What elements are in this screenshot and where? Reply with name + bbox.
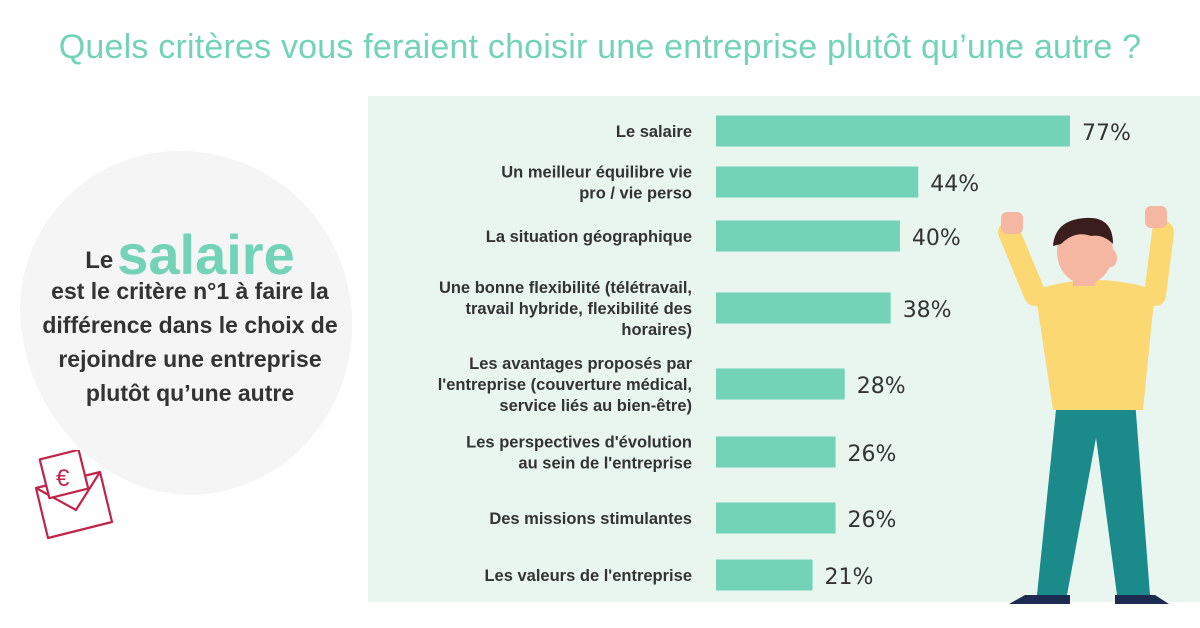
bar-7 [716,502,836,534]
category-label-6: Les perspectives d'évolution au sein de l… [466,434,692,473]
bar-5 [716,368,845,400]
category-label-5: Les avantages proposés par l'entreprise (… [438,355,693,415]
bar-1 [716,115,1070,147]
bar-8 [716,559,813,591]
euro-symbol: € [56,465,70,492]
highlight-sentence: est le critère n°1 à faire la différence… [42,278,338,406]
category-label-4: Une bonne flexibilité (télétravail, trava… [439,279,692,339]
cheering-man-illustration [998,206,1174,604]
highlight-text: Lesalaire est le critère n°1 à faire la … [25,227,355,410]
value-label-7: 26% [848,508,897,533]
category-label-2: Un meilleur équilibre vie pro / vie perso [501,164,692,203]
value-label-4: 38% [903,298,952,323]
envelope-euro-icon: € [34,450,114,540]
category-label-8: Les valeurs de l'entreprise [484,567,692,585]
value-label-1: 77% [1082,121,1131,146]
bar-6 [716,436,836,468]
highlight-prefix: Le [85,247,114,274]
highlight-keyword: salaire [117,223,295,286]
value-label-2: 44% [930,172,979,197]
value-label-3: 40% [912,226,961,251]
category-label-3: La situation géographique [486,228,692,246]
category-label-7: Des missions stimulantes [489,510,692,528]
value-label-8: 21% [825,565,874,590]
chart-title: Quels critères vous feraient choisir une… [58,28,1142,66]
bar-2 [716,166,919,198]
bar-4 [716,292,891,324]
value-label-5: 28% [857,374,906,399]
bar-3 [716,220,900,252]
value-label-6: 26% [848,442,897,467]
category-label-1: Le salaire [616,123,692,141]
